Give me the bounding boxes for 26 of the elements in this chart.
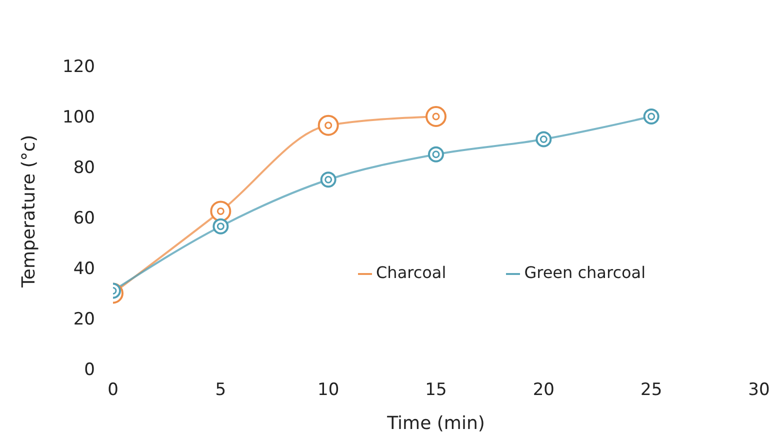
y-tick-label: 80 bbox=[73, 158, 95, 178]
point bbox=[643, 108, 660, 124]
x-tick-label: 10 bbox=[318, 380, 340, 400]
x-axis-title: Time (min) bbox=[386, 413, 485, 434]
legend-label: Charcoal bbox=[376, 263, 446, 282]
y-tick-label: 0 bbox=[84, 360, 95, 380]
x-tick-label: 15 bbox=[425, 380, 447, 400]
point bbox=[210, 200, 232, 222]
legend-label: Green charcoal bbox=[524, 263, 646, 282]
x-tick-label: 20 bbox=[532, 380, 554, 400]
point bbox=[428, 146, 444, 162]
x-tick-label: 25 bbox=[640, 380, 662, 400]
y-tick-label: 120 bbox=[62, 57, 95, 78]
point bbox=[212, 218, 229, 234]
y-axis-title: Temperature (°c) bbox=[18, 134, 40, 288]
point bbox=[318, 114, 339, 136]
x-tick-label: 30 bbox=[748, 380, 770, 400]
y-tick-label: 40 bbox=[73, 259, 95, 280]
point bbox=[536, 131, 552, 148]
point bbox=[426, 106, 446, 127]
y-tick-label: 100 bbox=[62, 108, 95, 128]
x-tick-label: 5 bbox=[215, 380, 226, 400]
y-tick-label: 20 bbox=[73, 310, 95, 330]
point bbox=[320, 172, 336, 188]
x-tick-label: 0 bbox=[108, 380, 118, 400]
y-tick-label: 60 bbox=[73, 208, 95, 229]
